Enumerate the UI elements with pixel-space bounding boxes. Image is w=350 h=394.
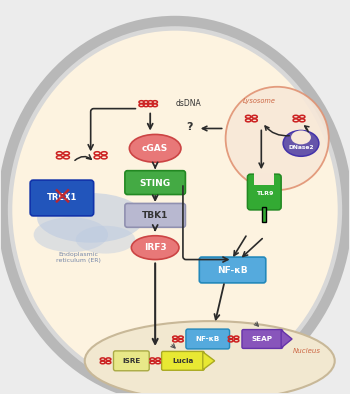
Ellipse shape (34, 217, 108, 252)
Text: TLR9: TLR9 (256, 191, 273, 195)
Text: SEAP: SEAP (252, 336, 273, 342)
Ellipse shape (283, 130, 319, 156)
Polygon shape (203, 352, 215, 370)
Ellipse shape (5, 24, 345, 394)
FancyBboxPatch shape (242, 329, 283, 348)
Text: DNase2: DNase2 (288, 145, 314, 150)
Text: Endoplasmic
reticulum (ER): Endoplasmic reticulum (ER) (56, 252, 101, 263)
Text: dsDNA: dsDNA (176, 99, 202, 108)
Ellipse shape (291, 130, 311, 144)
Text: ✕: ✕ (51, 186, 72, 210)
FancyBboxPatch shape (199, 257, 266, 283)
Polygon shape (281, 330, 292, 348)
Ellipse shape (131, 236, 179, 260)
Text: STING: STING (140, 178, 171, 188)
FancyBboxPatch shape (30, 180, 94, 216)
Ellipse shape (37, 193, 144, 243)
Text: NF-κB: NF-κB (217, 266, 248, 275)
Text: Lucia: Lucia (172, 358, 194, 364)
FancyBboxPatch shape (125, 203, 186, 227)
Text: ISRE: ISRE (122, 358, 140, 364)
Text: ?: ? (187, 121, 193, 132)
Text: Nucleus: Nucleus (293, 348, 321, 354)
FancyBboxPatch shape (162, 351, 204, 370)
Ellipse shape (12, 31, 338, 389)
Text: IRF3: IRF3 (144, 243, 167, 252)
FancyArrow shape (262, 207, 266, 222)
FancyBboxPatch shape (254, 173, 274, 185)
Ellipse shape (130, 134, 181, 162)
Text: TREX1: TREX1 (47, 193, 77, 203)
Text: TBK1: TBK1 (142, 211, 168, 220)
Circle shape (226, 87, 329, 190)
FancyBboxPatch shape (247, 174, 281, 210)
Ellipse shape (85, 321, 335, 394)
Text: cGAS: cGAS (142, 144, 168, 153)
Ellipse shape (76, 226, 135, 254)
Text: NF-κB: NF-κB (196, 336, 220, 342)
FancyBboxPatch shape (186, 329, 230, 349)
Text: Lysosome: Lysosome (243, 98, 276, 104)
FancyBboxPatch shape (125, 171, 186, 195)
FancyBboxPatch shape (113, 351, 149, 371)
